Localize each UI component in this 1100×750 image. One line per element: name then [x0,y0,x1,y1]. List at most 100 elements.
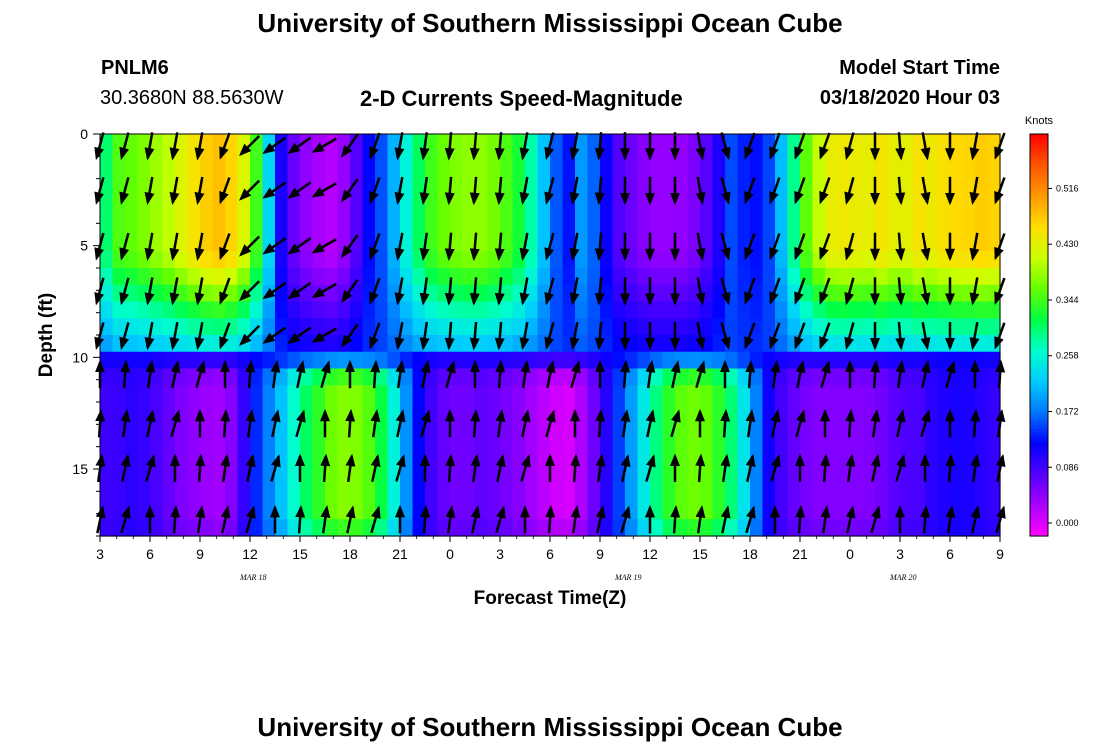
heat-cell [500,301,514,319]
colorbar-cell [1030,381,1048,386]
current-arrow [745,453,756,482]
colorbar-cell [1030,479,1048,483]
heat-cell [762,485,776,504]
current-arrow [369,132,381,160]
heat-cell [287,335,301,353]
heat-cell [100,485,114,504]
heat-cell [225,251,239,269]
heat-cell [350,251,364,269]
heat-cell [287,251,301,269]
current-arrow [895,454,906,482]
current-arrow [239,179,261,201]
heat-cell [350,284,364,303]
heat-cell [850,150,864,169]
heat-cell [575,268,589,286]
heat-cell [625,301,639,319]
heat-cell [100,301,114,319]
colorbar-cell [1030,469,1048,473]
heat-cell [212,251,226,269]
heat-cell [687,301,701,319]
heat-cell [187,351,201,370]
current-arrow [794,177,806,205]
heat-cell [387,402,401,420]
heat-cell [862,301,876,319]
heat-cell [650,418,664,437]
colorbar-cell [1030,288,1048,293]
x-tick-label: 9 [596,546,604,562]
heat-cell [562,134,576,152]
heat-cell [637,351,651,370]
current-arrow [295,360,306,389]
heat-cell [475,301,489,319]
current-arrow [120,359,131,389]
heat-cell [812,469,826,487]
current-arrow [520,454,531,482]
heat-cell [862,368,876,386]
heat-cell [512,452,526,470]
heat-cell [987,217,1001,236]
heat-cell [550,251,564,269]
heat-cell [500,201,514,219]
heat-cell [450,402,464,420]
heat-cell [937,435,951,453]
heat-cell [950,201,964,219]
colorbar-cell [1030,465,1048,470]
heat-cell [175,519,189,537]
heat-cell [575,201,589,219]
current-arrow [239,324,261,346]
heat-cell [375,519,389,537]
heat-cell [287,402,301,420]
heat-cell [437,351,451,370]
current-arrow [695,505,706,534]
heat-cell [937,351,951,370]
heat-cell [225,469,239,487]
heat-cell [812,201,826,219]
heat-cell [100,368,114,386]
current-arrow [119,232,130,261]
heat-cell [250,485,264,504]
heat-cell [987,368,1001,386]
heat-cell [112,385,126,403]
heat-cell [850,385,864,403]
heat-cell [512,167,526,185]
heat-cell [675,217,689,236]
heat-cell [737,167,751,185]
heat-cell [237,435,251,453]
current-arrow [470,408,481,438]
current-arrow [720,453,731,483]
heat-cell [962,234,976,252]
heat-cell [712,217,726,236]
heat-cell [162,301,176,319]
heat-cell [812,167,826,185]
heat-cell [187,402,201,420]
heat-cell [862,284,876,303]
heat-cell [537,318,551,336]
station-id: PNLM6 [101,57,169,79]
colorbar-cell [1030,422,1048,427]
heat-cell [950,217,964,236]
colorbar-cell [1030,187,1048,192]
heat-cell [225,385,239,403]
heat-cell [325,201,339,219]
heat-cell [312,251,326,269]
colorbar-cell [1030,268,1048,272]
heat-cell [237,301,251,319]
current-arrow [969,321,980,351]
heat-cell [462,134,476,152]
heat-cell [962,402,976,420]
heat-cell [550,485,564,504]
colorbar-cell [1030,448,1048,453]
heat-cell [125,335,139,353]
heat-cell [200,301,214,319]
current-arrow [369,322,381,350]
current-arrow [920,321,931,351]
heat-cell [937,318,951,336]
current-arrow [119,132,130,161]
current-arrow [194,176,205,206]
heat-cell [425,184,439,202]
heat-cell [612,201,626,219]
heat-cell [787,351,801,370]
heat-cell [250,368,264,386]
heat-cell [325,301,339,319]
heat-cell [625,284,639,303]
